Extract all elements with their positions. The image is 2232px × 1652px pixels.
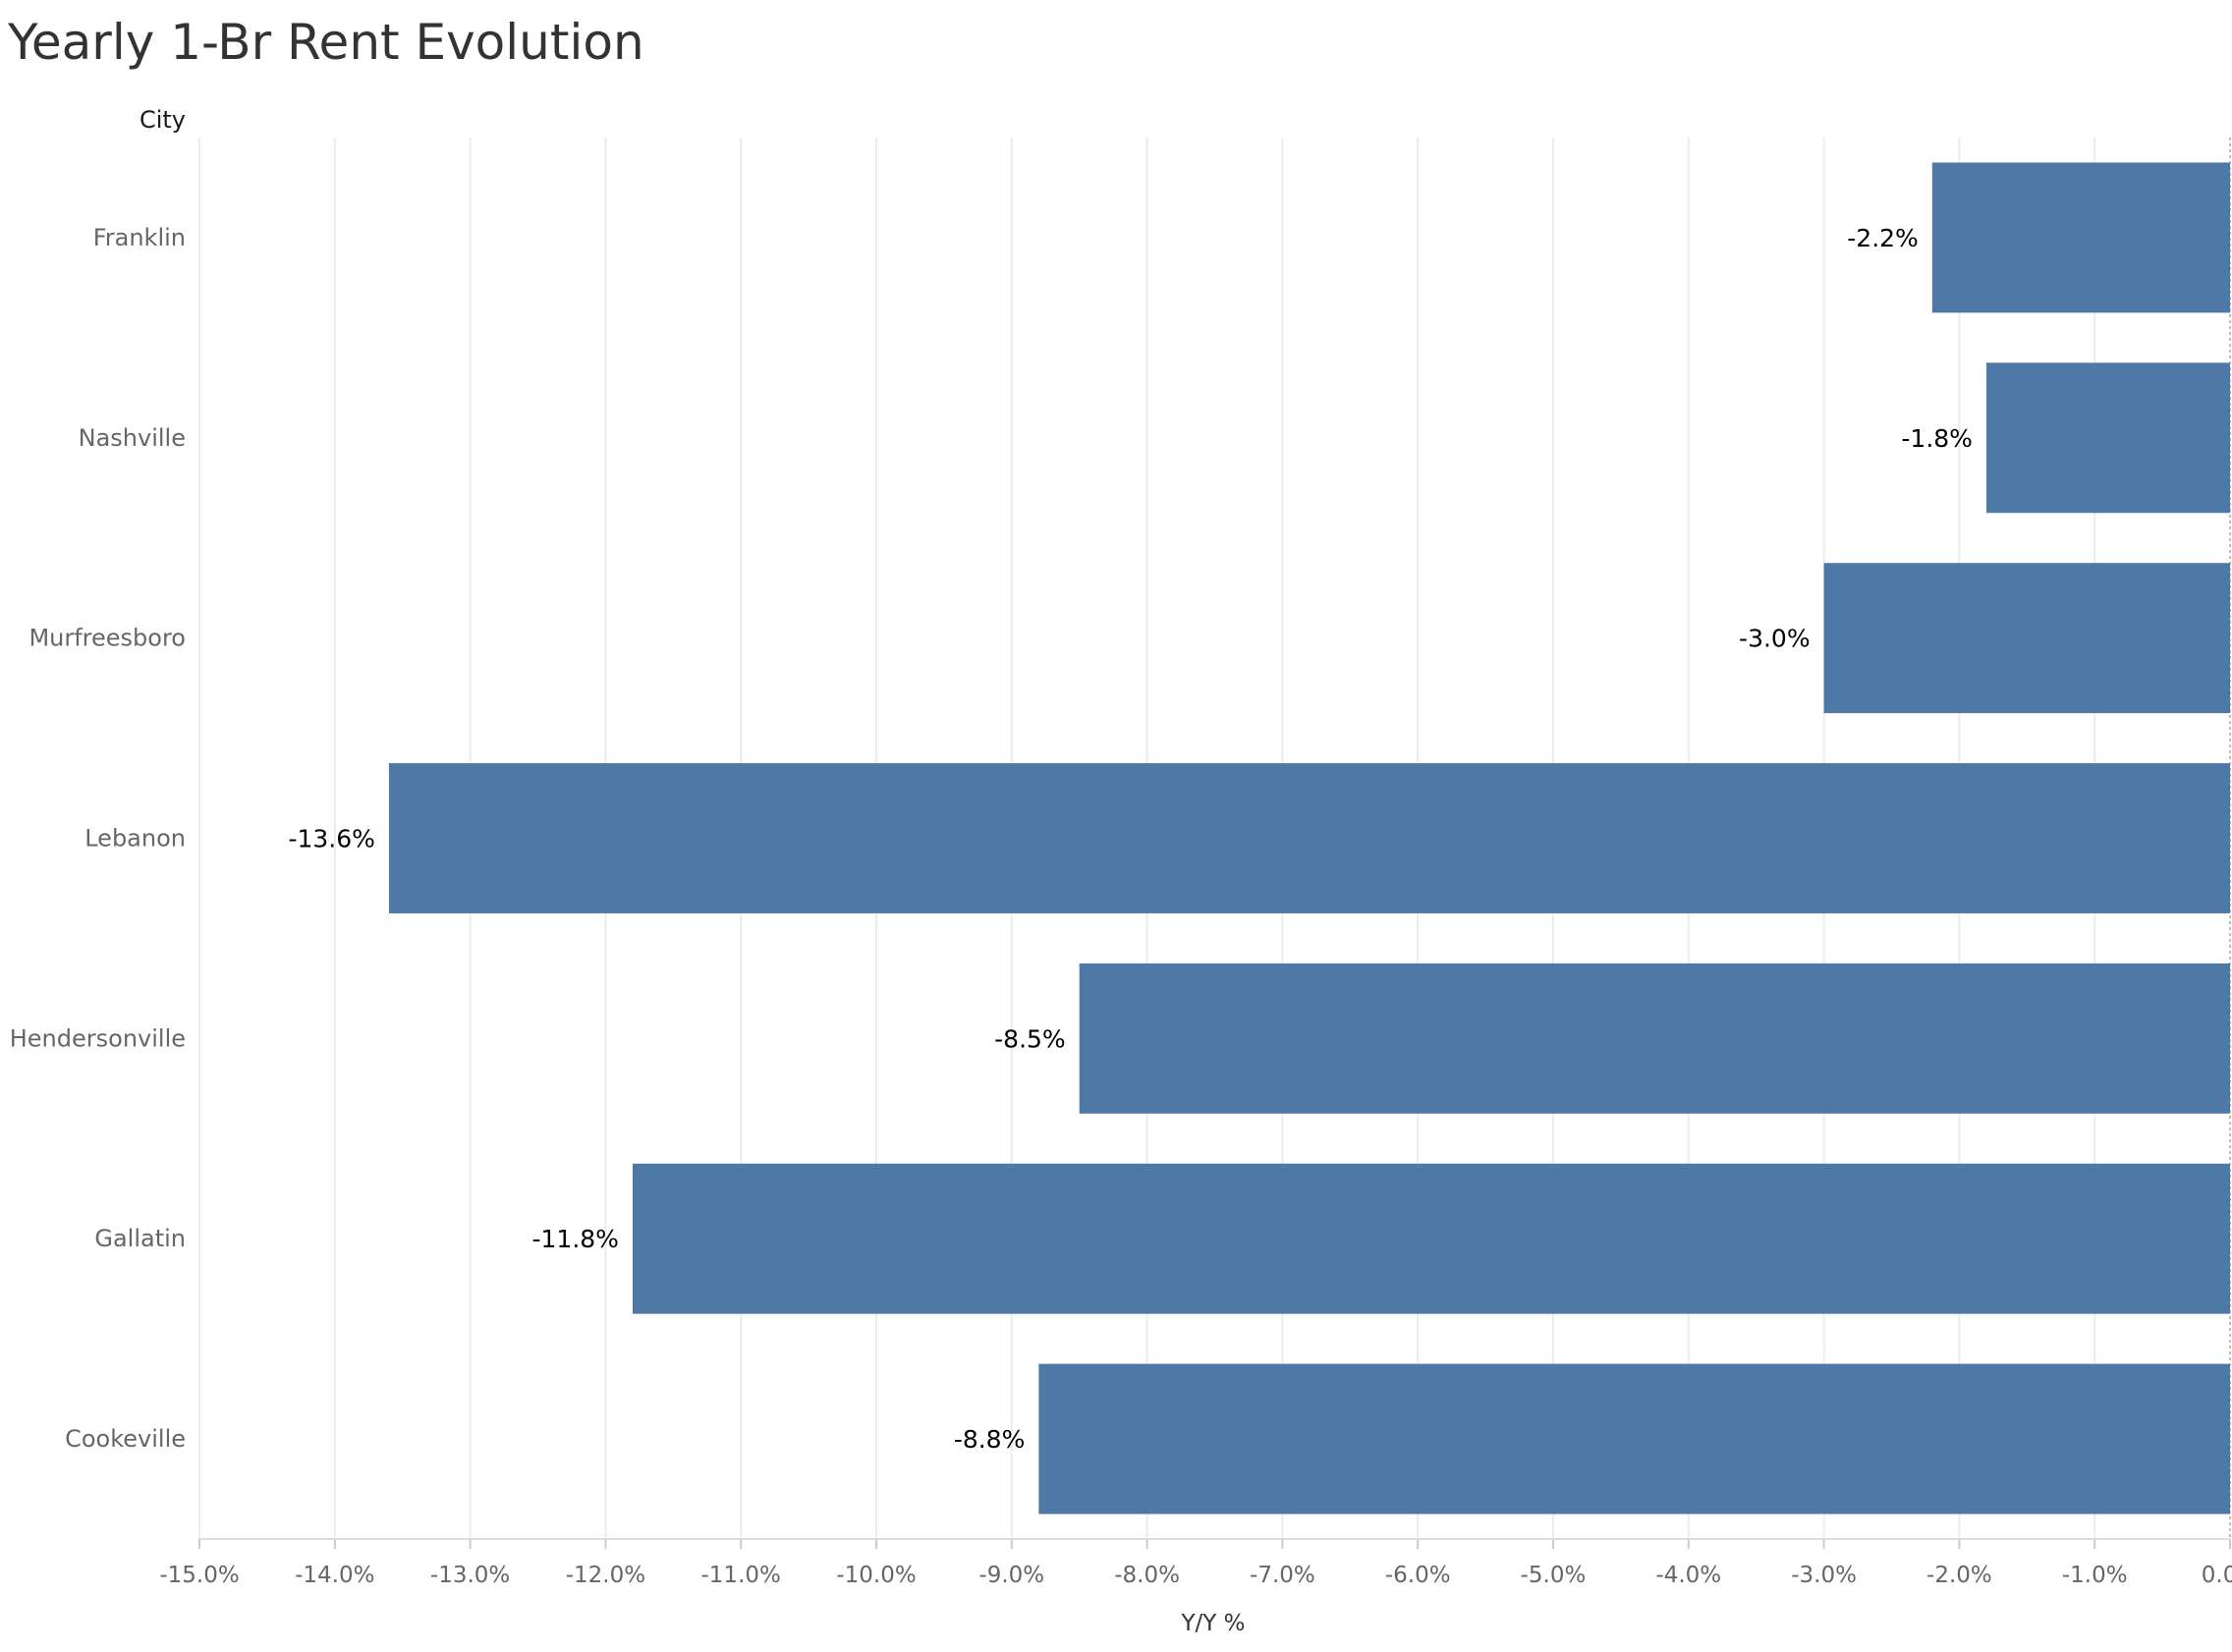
category-label: Gallatin: [94, 1225, 186, 1252]
data-label: -1.8%: [1901, 424, 1973, 453]
x-tick-label: -13.0%: [430, 1563, 510, 1588]
category-label: Lebanon: [84, 825, 186, 853]
x-axis-ticks: -15.0% -14.0% -13.0% -12.0% -11.0% -10.0% -9.0…: [159, 1538, 2232, 1588]
category-label: Nashville: [79, 424, 186, 452]
bar: [632, 1163, 2231, 1314]
bar: [1038, 1363, 2230, 1514]
y-axis-header: City: [140, 106, 186, 134]
category-label: Murfreesboro: [28, 625, 186, 652]
x-tick-label: -11.0%: [701, 1563, 781, 1588]
category-label: Cookeville: [65, 1425, 186, 1453]
x-tick-label: -14.0%: [295, 1563, 374, 1588]
bar: [1823, 563, 2230, 714]
bar: [1079, 963, 2230, 1114]
x-tick-label: -9.0%: [978, 1563, 1044, 1588]
x-tick-label: -6.0%: [1385, 1563, 1451, 1588]
category-label: Hendersonville: [10, 1024, 186, 1052]
x-tick-label: -4.0%: [1655, 1563, 1721, 1588]
x-tick-label: -12.0%: [566, 1563, 645, 1588]
data-label: -8.5%: [994, 1024, 1066, 1053]
data-label: -11.8%: [532, 1225, 619, 1253]
category-label: Franklin: [93, 224, 186, 251]
x-tick-label: -15.0%: [159, 1563, 239, 1588]
data-label: -2.2%: [1847, 224, 1919, 252]
bar: [1985, 362, 2230, 514]
bar: [388, 763, 2230, 913]
data-label: -8.8%: [954, 1425, 1026, 1454]
category-labels: Franklin Nashville Murfreesboro Lebanon Hend…: [10, 224, 186, 1453]
x-tick-label: -2.0%: [1926, 1563, 1992, 1588]
bar: [1931, 162, 2230, 313]
chart-title: Yearly 1-Br Rent Evolution: [8, 14, 644, 71]
x-tick-label: -1.0%: [2062, 1563, 2128, 1588]
x-tick-label: -8.0%: [1114, 1563, 1180, 1588]
data-label: -13.6%: [288, 825, 374, 854]
x-tick-label: -5.0%: [1521, 1563, 1587, 1588]
x-tick-label: -3.0%: [1791, 1563, 1857, 1588]
data-label: -3.0%: [1739, 625, 1811, 653]
x-tick-label: -10.0%: [836, 1563, 916, 1588]
x-tick-label: -7.0%: [1250, 1563, 1315, 1588]
x-axis-title: Y/Y %: [1180, 1611, 1245, 1636]
x-tick-label: 0.0%: [2202, 1563, 2232, 1588]
data-labels: -2.2% -1.8% -3.0% -13.6% -8.5% -11.8% -8.8%: [288, 224, 1972, 1454]
bars: [388, 162, 2231, 1514]
